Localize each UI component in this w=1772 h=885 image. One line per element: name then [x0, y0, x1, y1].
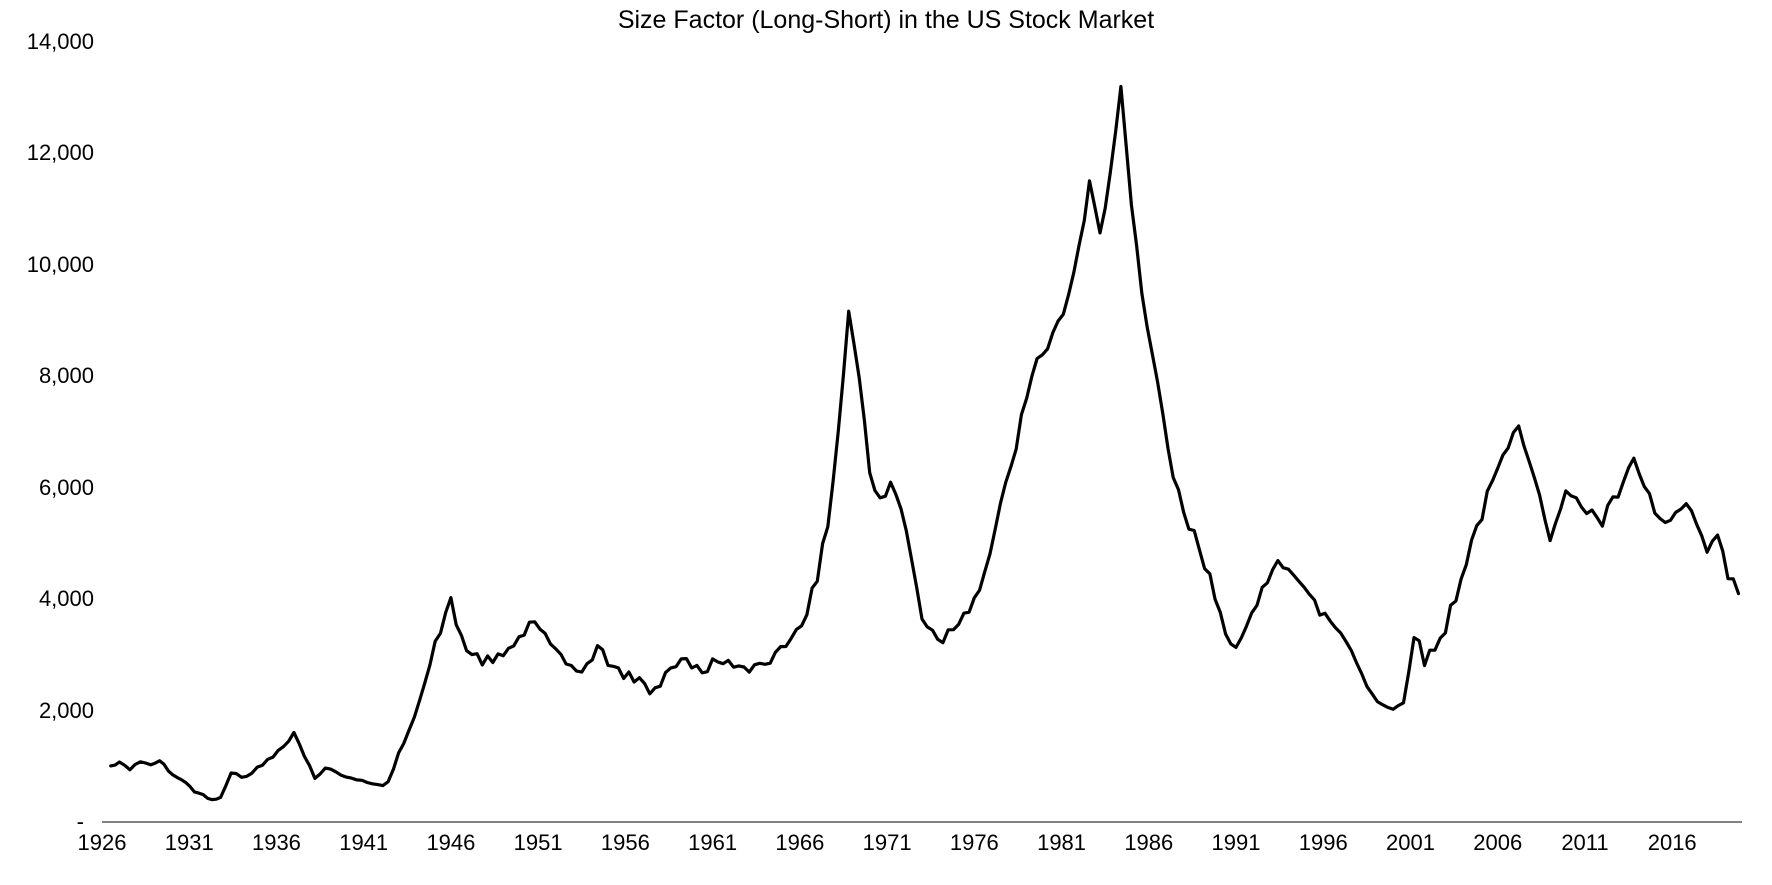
x-tick-label: 1936: [252, 822, 301, 856]
x-tick-label: 1996: [1299, 822, 1348, 856]
x-tick-label: 1986: [1124, 822, 1173, 856]
x-tick-label: 1961: [688, 822, 737, 856]
x-tick-label: 1946: [426, 822, 475, 856]
data-series-line: [111, 87, 1739, 800]
x-tick-label: 1926: [78, 822, 127, 856]
y-tick-label: 6,000: [39, 475, 102, 501]
x-tick-label: 1991: [1212, 822, 1261, 856]
y-tick-label: 12,000: [27, 140, 102, 166]
x-tick-label: 2006: [1473, 822, 1522, 856]
x-tick-label: 1976: [950, 822, 999, 856]
y-tick-label: 10,000: [27, 252, 102, 278]
y-tick-label: 2,000: [39, 698, 102, 724]
x-tick-label: 1956: [601, 822, 650, 856]
chart-container: Size Factor (Long-Short) in the US Stock…: [0, 0, 1772, 885]
y-tick-label: 4,000: [39, 586, 102, 612]
y-tick-label: 14,000: [27, 29, 102, 55]
chart-title: Size Factor (Long-Short) in the US Stock…: [0, 6, 1772, 35]
chart-svg: [102, 42, 1742, 822]
x-tick-label: 1951: [514, 822, 563, 856]
x-tick-label: 1966: [775, 822, 824, 856]
x-tick-label: 1971: [863, 822, 912, 856]
x-tick-label: 2011: [1561, 822, 1608, 856]
x-tick-label: 1941: [339, 822, 388, 856]
x-tick-label: 2001: [1386, 822, 1435, 856]
y-tick-label: 8,000: [39, 363, 102, 389]
x-tick-label: 2016: [1648, 822, 1697, 856]
x-tick-label: 1931: [165, 822, 214, 856]
x-tick-label: 1981: [1037, 822, 1086, 856]
plot-area: -2,0004,0006,0008,00010,00012,00014,0001…: [102, 42, 1742, 822]
